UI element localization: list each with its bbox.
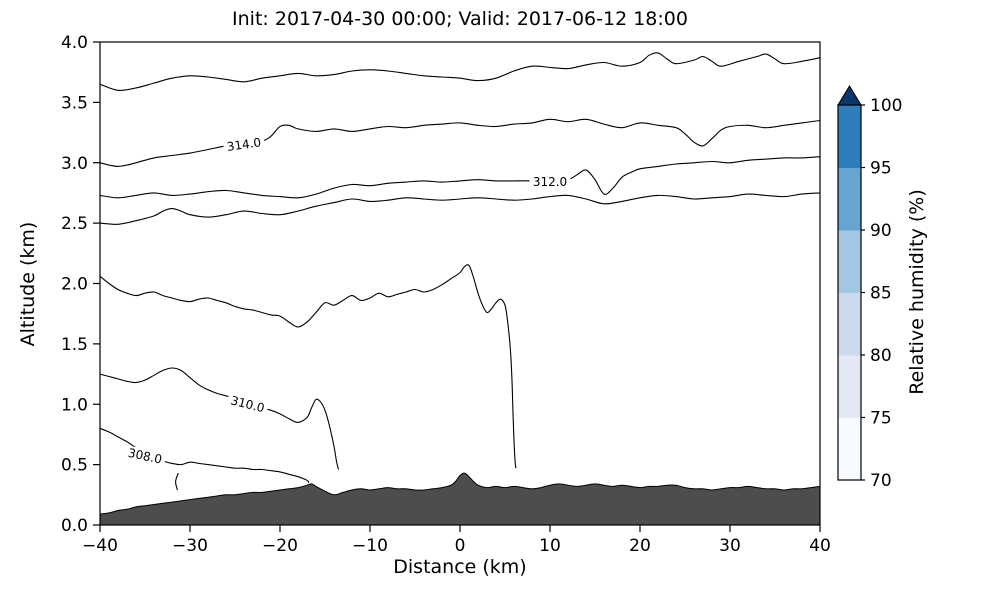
contour-line-mid-unlabeled (100, 264, 517, 469)
colorbar-tick-label: 85 (870, 284, 892, 304)
contour-line-upper-unlabeled (100, 52, 820, 91)
contour-line-contour-314 (100, 118, 820, 167)
colorbar-tick-label: 75 (870, 409, 892, 429)
x-tick-label: 20 (629, 536, 651, 556)
y-tick-label: 3.0 (61, 154, 88, 174)
colorbar-segment (838, 355, 861, 418)
contour-label-contour-312: 312.0 (529, 175, 571, 190)
axes-frame (99, 41, 821, 526)
y-axis-label: Altitude (km) (17, 221, 39, 347)
terrain-profile (100, 472, 820, 525)
svg-text:310.0: 310.0 (229, 393, 266, 415)
colorbar-segment (838, 167, 861, 231)
colorbar-tick-label: 70 (870, 471, 892, 491)
x-tick-label: 40 (809, 536, 831, 556)
contour-line-small-segment (175, 472, 179, 491)
colorbar-label: Relative humidity (%) (906, 189, 928, 395)
y-tick-label: 2.0 (61, 275, 88, 295)
colorbar-segment (838, 292, 861, 356)
svg-text:314.0: 314.0 (226, 135, 262, 154)
colorbar-segment (838, 105, 861, 168)
x-tick-label: 0 (455, 536, 466, 556)
y-tick-label: 0.0 (61, 516, 88, 536)
colorbar-tick-label: 95 (870, 159, 892, 179)
y-tick-label: 0.5 (61, 456, 88, 476)
colorbar-segment (838, 230, 861, 293)
contour-label-contour-310: 310.0 (226, 392, 270, 417)
y-tick-label: 2.5 (61, 214, 88, 234)
x-tick-label: −20 (262, 536, 298, 556)
plot-title: Init: 2017-04-30 00:00; Valid: 2017-06-1… (232, 8, 688, 30)
x-tick-label: −40 (82, 536, 118, 556)
y-tick-label: 1.0 (61, 395, 88, 415)
y-tick-label: 3.5 (61, 93, 88, 113)
colorbar-tick-label: 90 (870, 221, 892, 241)
x-tick-label: 10 (539, 536, 561, 556)
plot-area: 314.0 312.0 310.0 308.0 (100, 52, 820, 525)
colorbar-tick-label: 100 (870, 96, 902, 116)
contour-label-contour-308: 308.0 (123, 445, 167, 468)
colorbar-extend-arrow-icon (837, 85, 862, 106)
contour-line-contour-312 (100, 156, 820, 199)
contour-line-lower-unlabeled (100, 192, 820, 225)
x-tick-label: 30 (719, 536, 741, 556)
colorbar: 70 75 80 85 90 95 100 (837, 85, 902, 491)
contour-label-contour-314: 314.0 (222, 134, 266, 155)
colorbar-tick-label: 80 (870, 346, 892, 366)
y-tick-label: 4.0 (61, 33, 88, 53)
x-axis-label: Distance (km) (393, 556, 527, 578)
y-tick-label: 1.5 (61, 335, 88, 355)
x-tick-label: −30 (172, 536, 208, 556)
svg-text:312.0: 312.0 (533, 175, 567, 189)
svg-text:308.0: 308.0 (127, 446, 164, 467)
colorbar-segment (838, 417, 861, 481)
x-tick-label: −10 (352, 536, 388, 556)
